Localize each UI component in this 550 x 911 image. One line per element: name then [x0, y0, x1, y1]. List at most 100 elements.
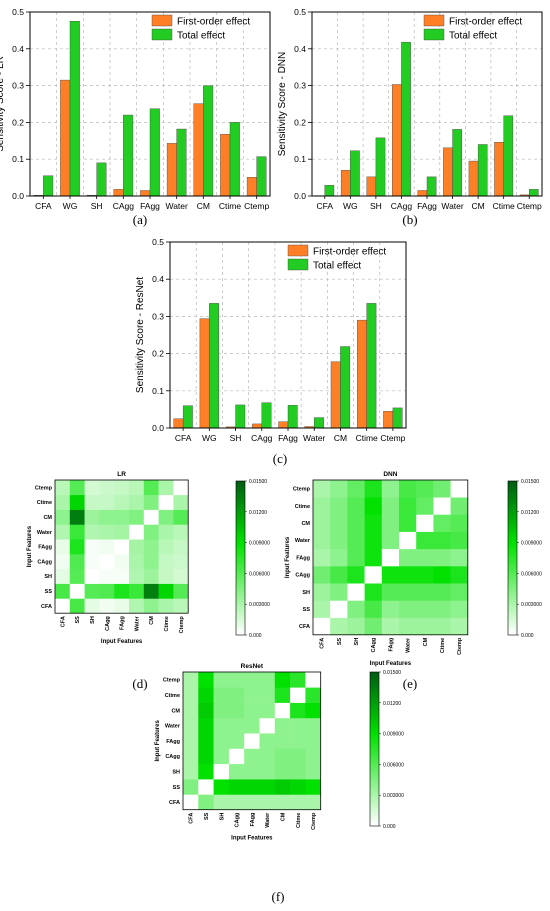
chart-e: DNN CFA SS SH CAgg FAgg Water CM Ctime Ctemp CFA SS…: [285, 471, 542, 691]
heat-cell-SH-Water: [399, 583, 417, 601]
bar-first-order-Ctemp: [246, 177, 257, 197]
plot-frame: [311, 11, 543, 197]
x-tick-label: Water: [406, 637, 412, 653]
colorbar-segment: [370, 692, 379, 696]
bar-total-Water: [176, 128, 187, 197]
heat-cell-CFA-CAgg: [364, 617, 383, 636]
heat-cell-CFA-SS: [69, 598, 85, 614]
heat-cell-CFA-Ctemp: [305, 794, 321, 810]
colorbar-tick-label: 0.01500: [249, 479, 267, 485]
heat-cell-FAgg-FAgg: [381, 548, 400, 567]
legend-label: Total effect: [313, 261, 361, 272]
colorbar-segment: [370, 723, 379, 727]
panel-label: (c): [273, 451, 287, 466]
heat-cell-Ctemp-FAgg: [244, 672, 260, 688]
colorbar-segment: [370, 738, 379, 742]
colorbar-segment: [508, 550, 517, 554]
colorbar-segment: [236, 540, 245, 543]
colorbar-segment: [508, 529, 517, 533]
bar-total-Water: [452, 129, 462, 197]
heat-cell-Water-FAgg: [114, 524, 130, 540]
y-tick-label: 0.3: [152, 311, 164, 321]
heat-cell-CFA-FAgg: [114, 598, 130, 614]
colorbar-segment: [508, 596, 517, 600]
heat-cell-CM-CFA: [55, 509, 71, 525]
panel-label: (b): [402, 212, 417, 227]
heat-cell-Water-SS: [330, 531, 348, 550]
colorbar-segment: [370, 808, 379, 811]
colorbar-segment: [370, 741, 379, 745]
y-tick-label: 0.4: [12, 44, 24, 54]
panel-label: (a): [133, 212, 147, 227]
heat-cell-Ctemp-SH: [213, 672, 230, 688]
heat-cell-Ctemp-CM: [274, 672, 291, 688]
colorbar-segment: [236, 586, 245, 590]
heat-cell-CAgg-CAgg: [99, 554, 115, 570]
heat-cell-CM-SS: [330, 514, 348, 532]
heat-cell-CAgg-SH: [84, 554, 100, 570]
colorbar-segment: [236, 486, 245, 490]
colorbar-segment: [370, 710, 379, 714]
heat-cell-Water-CM: [416, 531, 434, 550]
legend-label: Total effect: [177, 31, 225, 42]
heatmap-frame: [54, 479, 189, 614]
colorbar-segment: [236, 506, 245, 510]
colorbar-segment: [236, 593, 245, 597]
heat-cell-Ctime-CAgg: [364, 497, 383, 515]
heat-cell-CM-CAgg: [228, 702, 245, 719]
colorbar-segment: [370, 795, 379, 799]
x-tick-label: FAgg: [278, 433, 298, 443]
colorbar-segment: [370, 805, 379, 809]
heat-cell-Water-SH: [213, 717, 230, 734]
heat-cell-CM-Ctemp: [450, 514, 469, 532]
bar-total-CFA: [182, 405, 193, 429]
bar-first-order-SH: [366, 176, 377, 197]
heat-cell-CAgg-CM: [274, 748, 291, 765]
x-tick-label: CM: [280, 812, 286, 821]
heat-cell-Ctime-FAgg: [244, 687, 260, 703]
colorbar-tick-label: 0.01200: [383, 701, 401, 707]
bar-first-order-CAgg: [113, 189, 124, 197]
heat-cell-SS-SH: [84, 583, 100, 599]
x-tick-label: CAgg: [251, 433, 273, 443]
colorbar-segment: [370, 736, 379, 740]
heat-cell-Ctemp-FAgg: [381, 480, 400, 498]
heat-cell-Ctime-Ctemp: [305, 687, 321, 703]
y-tick-label: 0.3: [12, 81, 24, 91]
x-tick-label: Ctemp: [311, 812, 317, 830]
heat-cell-Water-Water: [129, 524, 145, 540]
heat-cell-SS-CFA: [55, 583, 71, 599]
heat-cell-Ctemp-Water: [399, 480, 417, 498]
colorbar-segment: [508, 519, 517, 523]
x-tick-label: CM: [334, 433, 347, 443]
colorbar-segment: [508, 583, 517, 587]
colorbar-segment: [508, 591, 517, 595]
colorbar-segment: [236, 514, 245, 518]
heat-cell-CM-Ctemp: [305, 702, 321, 719]
x-tick-label: SS: [337, 637, 343, 645]
bar-total-Ctemp: [392, 407, 403, 429]
heat-cell-SS-CM: [416, 600, 434, 618]
x-tick-label: CM: [197, 201, 210, 211]
colorbar-segment: [370, 756, 379, 760]
heat-cell-Ctemp-CM: [416, 480, 434, 498]
heat-cell-Ctime-SH: [84, 494, 100, 510]
bar-total-SH: [375, 137, 386, 197]
y-tick-label: SS: [45, 589, 53, 595]
x-tick-label: FAgg: [250, 813, 256, 827]
colorbar-segment: [508, 578, 517, 582]
bar-first-order-Ctime: [357, 319, 367, 429]
heat-cell-SH-Ctime: [158, 568, 174, 584]
x-tick-label: CM: [149, 616, 155, 625]
bar-total-CM: [203, 85, 214, 197]
colorbar-tick-label: 0.009000: [383, 732, 404, 738]
heatmap-title: ResNet: [241, 663, 264, 670]
heat-cell-SS-CAgg: [228, 779, 245, 795]
heat-cell-Ctime-FAgg: [114, 494, 130, 510]
colorbar-segment: [508, 509, 517, 513]
heat-cell-SH-CM: [274, 763, 291, 780]
colorbar-segment: [370, 713, 379, 717]
y-axis-label: Input Features: [27, 525, 33, 567]
x-tick-label: Ctime: [164, 616, 170, 631]
legend-label: First-order effect: [313, 247, 386, 258]
